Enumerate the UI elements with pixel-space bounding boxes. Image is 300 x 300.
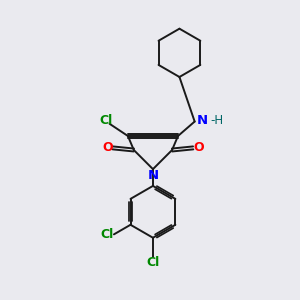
Text: Cl: Cl <box>146 256 160 269</box>
Text: N: N <box>197 114 208 127</box>
Text: O: O <box>193 141 204 154</box>
Text: N: N <box>147 169 158 182</box>
Text: -H: -H <box>210 114 223 127</box>
Text: Cl: Cl <box>101 228 114 241</box>
Text: Cl: Cl <box>99 114 112 127</box>
Text: O: O <box>102 141 113 154</box>
